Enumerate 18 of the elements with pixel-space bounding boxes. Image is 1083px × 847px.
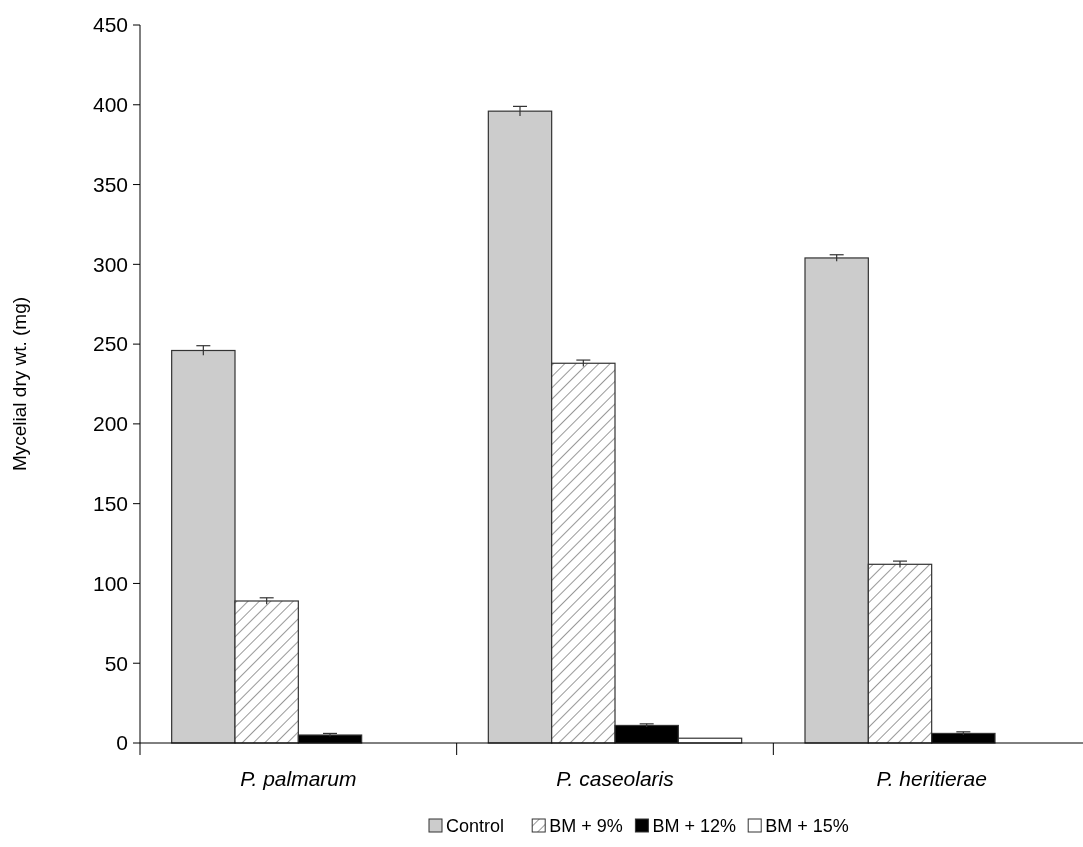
y-axis-title: Mycelial dry wt. (mg)	[9, 296, 30, 472]
legend-label: Control	[446, 816, 505, 836]
y-tick-label: 250	[92, 332, 128, 356]
legend-label: BM + 12%	[652, 816, 736, 836]
y-tick-label: 100	[92, 571, 128, 595]
y-tick-label: 300	[92, 252, 128, 276]
legend-label: BM + 15%	[765, 816, 849, 836]
legend-label: BM + 9%	[549, 816, 623, 836]
y-tick-label: 350	[92, 172, 128, 196]
y-tick-label: 50	[104, 651, 128, 675]
y-tick-label: 150	[92, 492, 128, 516]
y-tick-label: 200	[92, 412, 128, 436]
x-tick-label: P. palmarum	[240, 767, 357, 790]
x-tick-label: P. heritierae	[876, 767, 987, 790]
x-tick-label: P. caseolaris	[556, 767, 675, 790]
y-tick-label: 450	[92, 13, 128, 37]
y-tick-label: 400	[92, 93, 128, 117]
y-tick-label: 0	[116, 731, 128, 755]
